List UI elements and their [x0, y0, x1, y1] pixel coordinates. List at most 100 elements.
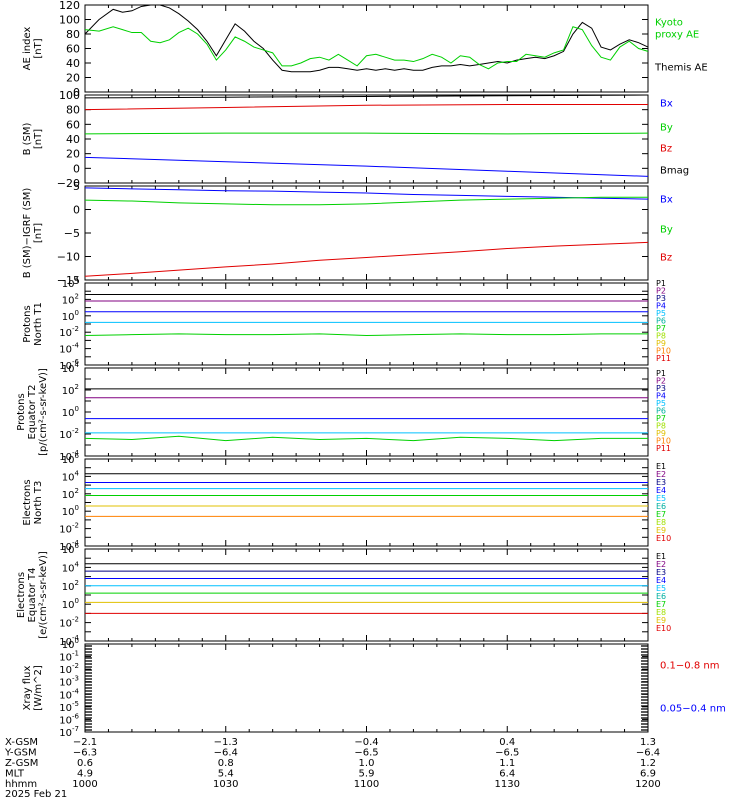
legend-entry: P2 [656, 376, 666, 385]
footer-value: 6.4 [499, 769, 515, 780]
legend-entry: E4 [656, 486, 666, 495]
footer-row-label: MLT [5, 769, 25, 780]
legend-entry: Bmag [660, 166, 689, 177]
y-tick-label: 80 [66, 104, 80, 117]
y-tick-label: −10 [57, 251, 80, 264]
series-line-1 [84, 94, 649, 99]
footer-row-label: Y-GSM [4, 748, 37, 759]
footer-value: 0.6 [77, 758, 93, 769]
y-axis-label: North T1 [33, 302, 44, 346]
y-tick-label: 10-3 [59, 675, 79, 689]
legend-entry: Themis AE [654, 63, 708, 74]
y-tick-label: 10-4 [59, 634, 79, 648]
legend-entry: E1 [656, 552, 666, 561]
y-tick-label: 100 [62, 405, 79, 419]
legend-entry: P1 [656, 279, 666, 288]
panel-frame [84, 185, 649, 281]
y-tick-label: 100 [62, 504, 79, 518]
panel-ee: 106 104 102 100 10-2 10-4 Electrons Equator T4[… [16, 542, 671, 648]
panel-frame [84, 643, 649, 733]
panel-pe: 104 102 100 10-2 10-4 Protons Equator T2 [p/(cm… [16, 361, 671, 463]
y-tick-label: 102 [62, 292, 79, 306]
y-axis-label: [nT] [33, 223, 44, 243]
footer-value: 1200 [635, 779, 660, 790]
legend-entry: E3 [656, 478, 666, 487]
y-tick-label: 10-4 [59, 342, 79, 356]
footer-value: 5.4 [218, 769, 234, 780]
legend-entry: P5 [656, 309, 666, 318]
legend-entry: E7 [656, 510, 666, 519]
legend-entry: P4 [656, 391, 666, 400]
y-tick-label: 106 [62, 452, 80, 466]
y-tick-label: 0 [73, 204, 80, 217]
legend-entry: E9 [656, 616, 666, 625]
footer-value: −0.4 [354, 737, 378, 748]
footer-value: 1.0 [359, 758, 375, 769]
legend-entry: P1 [656, 369, 666, 378]
y-tick-label: 102 [62, 579, 79, 593]
footer-row-label: X-GSM [5, 737, 38, 748]
legend-entry: By [660, 225, 673, 236]
y-tick-label: 10-4 [59, 539, 79, 553]
series-line-1 [84, 4, 649, 73]
panel-frame [84, 282, 649, 366]
legend-entry: E6 [656, 502, 666, 511]
legend-entry: P4 [656, 301, 666, 310]
footer-value: 1000 [72, 779, 97, 790]
y-tick-label: 100 [62, 309, 79, 323]
y-axis-label: Protons [22, 305, 33, 342]
legend-entry: P9 [656, 429, 666, 438]
y-axis-label: Protons [16, 393, 27, 430]
y-axis-label: [nT] [33, 129, 44, 149]
y-tick-label: 100 [59, 14, 80, 27]
y-axis-label: Xray flux [22, 666, 33, 711]
y-axis-label: AE index [22, 27, 33, 71]
footer-value: −6.3 [73, 748, 97, 759]
series-line-1 [84, 187, 649, 200]
y-tick-label: 80 [66, 28, 80, 41]
y-axis-label: Electrons [22, 479, 33, 525]
y-tick-label: 10-6 [59, 712, 79, 726]
orbit-footer: X-GSM −2.1 −1.3 −0.4 0.4 1.3 Y-GSM −6.3 −6.4 −6.5… [4, 737, 661, 800]
y-tick-label: 60 [66, 43, 80, 56]
legend-entry: Bx [660, 195, 673, 206]
legend-entry: P10 [656, 346, 671, 355]
footer-value: 5.9 [359, 769, 375, 780]
footer-row-label: Z-GSM [5, 758, 38, 769]
series-line-5 [84, 333, 648, 336]
y-tick-label: 104 [62, 560, 80, 574]
legend-entry: E10 [656, 624, 671, 633]
legend-entry: P7 [656, 324, 666, 333]
series-line-2 [84, 104, 648, 111]
y-axis-label: [p/(cm²-s-sr-keV)] [38, 368, 49, 456]
legend-entry: E9 [656, 526, 666, 535]
panel-frame [84, 548, 649, 642]
y-tick-label: 40 [66, 133, 80, 146]
y-tick-label: 20 [66, 72, 80, 85]
y-tick-label: 10-2 [59, 522, 79, 536]
y-tick-label: 120 [59, 0, 80, 12]
legend-entry: E10 [656, 534, 671, 543]
legend-entry: P2 [656, 286, 666, 295]
y-tick-label: 100 [59, 89, 80, 102]
legend-entry: P5 [656, 399, 666, 408]
footer-value: 0.8 [218, 758, 234, 769]
footer-value: 1100 [354, 779, 379, 790]
legend-entry: Kyoto [655, 18, 683, 29]
legend-entry: E8 [656, 518, 666, 527]
y-tick-label: 100 [62, 637, 79, 651]
legend-entry: 0.05−0.4 nm [660, 704, 726, 715]
series-line-3 [84, 241, 649, 277]
y-tick-label: 10-1 [59, 650, 79, 664]
footer-value: −1.3 [214, 737, 238, 748]
y-axis-label: Electrons [16, 572, 27, 618]
series-line-3 [84, 132, 649, 135]
y-tick-label: 102 [62, 487, 79, 501]
legend-entry: Bx [660, 99, 673, 110]
y-tick-label: 104 [62, 469, 80, 483]
y-tick-label: 60 [66, 118, 80, 131]
